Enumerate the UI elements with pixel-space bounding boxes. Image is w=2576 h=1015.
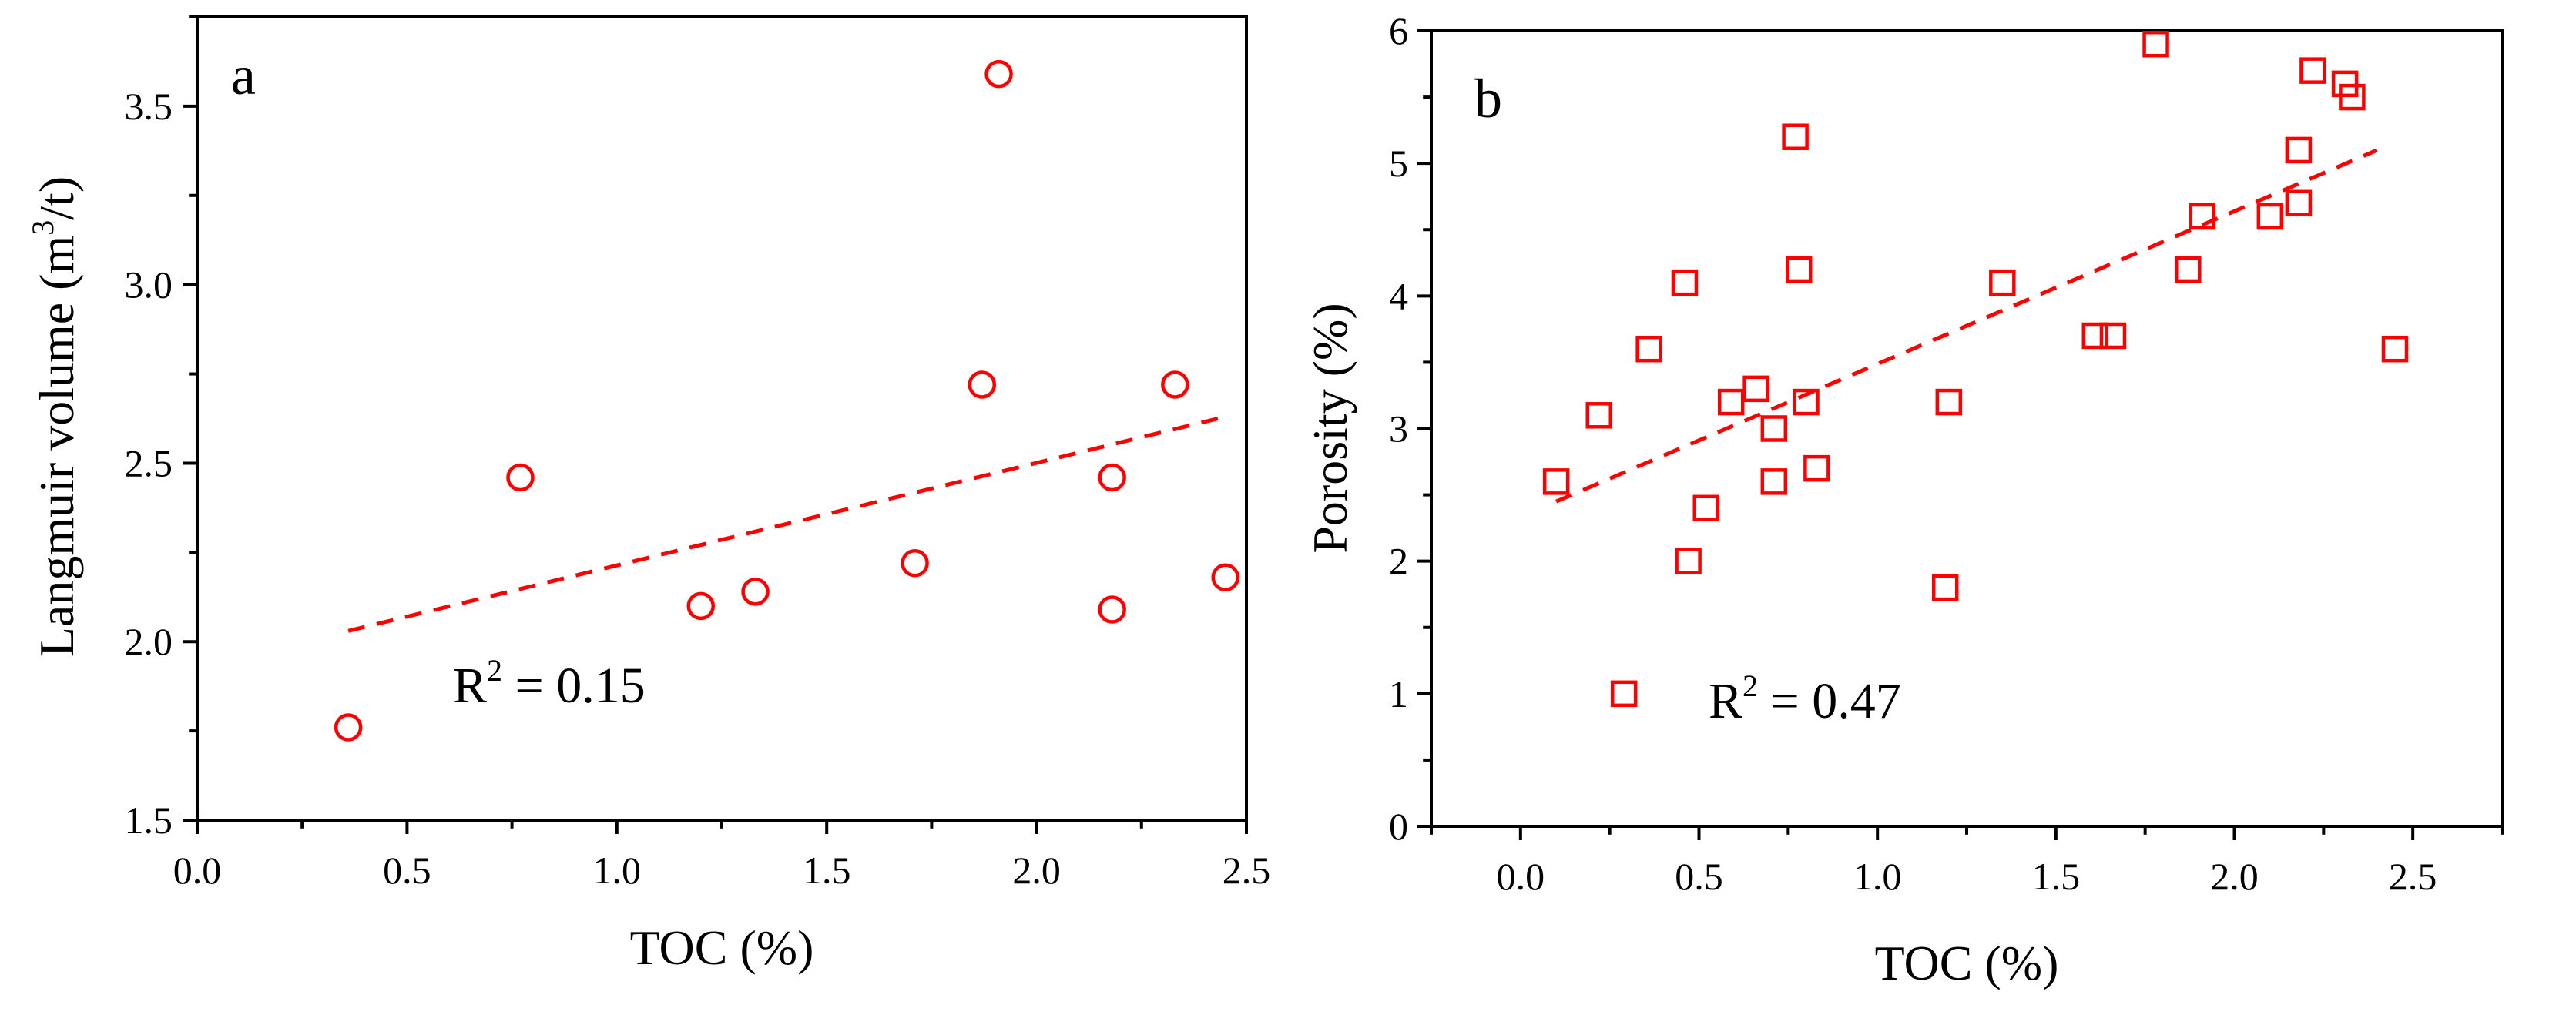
panel-b-r2-value: = 0.47 xyxy=(1758,673,1901,729)
panel-b-data-point xyxy=(1717,388,1745,416)
panel-b-y-tick-label: 5 xyxy=(1389,142,1408,185)
panel-a-x-axis-title: TOC (%) xyxy=(630,920,814,975)
panel-b-r2-annotation: R2 = 0.47 xyxy=(1709,668,1901,729)
panel-a-y-ticks: 1.5 2.0 2.5 3.0 3.5 xyxy=(125,15,197,842)
panel-a-data-point xyxy=(741,578,770,606)
panel-b-data-point xyxy=(2189,203,2216,230)
panel-b-data-point xyxy=(2099,322,2127,350)
panel-b-x-ticks: 0.0 0.5 1.0 1.5 2.0 2.5 xyxy=(1430,826,2504,898)
panel-a-y-axis-title: Langmuir volume (m3/t) xyxy=(25,176,84,657)
panel-b-y-tick-label: 1 xyxy=(1389,672,1408,715)
panel-b-fit-line xyxy=(1555,148,2378,504)
panel-b-y-axis-title: Porosity (%) xyxy=(1303,303,1357,553)
panel-a-y-tick-label: 1.5 xyxy=(125,799,173,842)
panel-b-data-point xyxy=(1671,269,1699,296)
panel-b-y-tick-label: 6 xyxy=(1389,9,1408,52)
panel-a-frame xyxy=(196,15,1248,822)
panel-b-data-point xyxy=(2081,322,2109,350)
panel-b-r2-sup: 2 xyxy=(1742,668,1758,703)
panel-b-data-point xyxy=(1782,123,1809,150)
panel-b-data-point xyxy=(1542,468,1570,495)
panel-b-data-point xyxy=(1989,269,2016,296)
panel-b-data-point xyxy=(1635,335,1662,363)
panel-a-x-tick-label: 0.0 xyxy=(173,849,222,892)
panel-a-x-ticks: 0.0 0.5 1.0 1.5 2.0 2.5 xyxy=(173,820,1271,892)
panel-b-data-point xyxy=(1931,574,1959,601)
panel-b-data-points xyxy=(1542,30,2409,601)
panel-b-x-tick-label: 2.0 xyxy=(2210,855,2259,898)
panel-a-data-point xyxy=(686,591,716,621)
panel-b-label: b xyxy=(1474,68,1502,129)
panel-b-data-point xyxy=(1692,494,1720,522)
panel-b-data-point xyxy=(2381,335,2409,363)
panel-b-data-point xyxy=(1803,454,1830,482)
panel-a-data-point xyxy=(901,548,929,578)
panel-a-x-tick-label: 1.0 xyxy=(593,849,642,892)
panel-a-x-tick-label: 0.5 xyxy=(383,849,431,892)
panel-b-data-point xyxy=(2175,256,2202,283)
panel-b-data-point xyxy=(2142,30,2169,58)
panel-a-data-point xyxy=(968,370,997,399)
panel-a-data-point xyxy=(1098,463,1126,492)
panel-b-x-tick-label: 1.0 xyxy=(1853,855,1902,898)
panel-a-y-tick-label: 3.0 xyxy=(125,263,173,307)
panel-b-y-ticks: 0 1 2 3 4 5 6 xyxy=(1389,9,1431,848)
panel-b-y-tick-label: 2 xyxy=(1389,540,1408,583)
panel-b-y-tick-label: 4 xyxy=(1389,274,1408,317)
panel-b-data-point xyxy=(2256,203,2284,230)
panel-b-data-point xyxy=(1760,415,1788,442)
panel-b-x-tick-label: 2.5 xyxy=(2389,855,2437,898)
panel-a-x-tick-label: 1.5 xyxy=(803,849,851,892)
panel-b-data-point xyxy=(1760,468,1788,495)
panel-a-data-point xyxy=(984,59,1013,89)
panel-a-fit-line xyxy=(347,414,1226,633)
panel-a-y-tick-label: 2.0 xyxy=(125,620,173,663)
panel-b-x-tick-label: 0.5 xyxy=(1675,855,1723,898)
panel-b-data-point xyxy=(1793,388,1820,416)
panel-a-data-point xyxy=(1098,595,1126,624)
panel-a-x-tick-label: 2.0 xyxy=(1012,849,1061,892)
panel-a-x-tick-label: 2.5 xyxy=(1223,849,1271,892)
panel-a-r2-annotation: R2 = 0.15 xyxy=(453,653,646,714)
panel-a-y-tick-label: 2.5 xyxy=(125,441,173,484)
panel-b-legend-marker xyxy=(1610,680,1638,708)
panel-b-y-tick-label: 3 xyxy=(1389,407,1408,451)
panel-b-data-point xyxy=(1785,256,1813,283)
panel-a-ylabel-sup: 3 xyxy=(25,220,60,236)
panel-b-r2-prefix: R xyxy=(1709,673,1742,729)
panel-b-data-point xyxy=(2285,189,2313,217)
panel-b-data-point xyxy=(1675,548,1702,574)
panel-a-data-point xyxy=(334,713,363,742)
panel-a-ylabel-main: Langmuir volume (m xyxy=(29,236,84,657)
panel-a-r2-value: = 0.15 xyxy=(502,658,646,714)
panel-a-r2-prefix: R xyxy=(453,658,487,714)
panel-a: 0.0 0.5 1.0 1.5 2.0 2.5 1.5 2.0 2.5 3.0 3.5 a R2 … xyxy=(25,15,1271,975)
panel-a-data-point xyxy=(506,463,535,492)
panel-b-data-point xyxy=(2285,136,2313,164)
panel-b-data-point xyxy=(2299,57,2326,84)
panel-b-data-point xyxy=(2339,83,2366,111)
panel-b-x-tick-label: 0.0 xyxy=(1497,855,1545,898)
panel-a-data-point xyxy=(1161,370,1189,399)
panel-b-y-tick-label: 0 xyxy=(1389,805,1408,848)
panel-a-ylabel-end: /t) xyxy=(29,176,84,220)
panel-b-data-point xyxy=(1585,402,1613,429)
panel-a-data-points xyxy=(334,59,1240,742)
panel-b-x-axis-title: TOC (%) xyxy=(1875,936,2059,990)
panel-a-data-point xyxy=(1211,563,1240,592)
panel-b-data-point xyxy=(1742,375,1769,403)
panel-b-data-point xyxy=(1935,388,1963,416)
panel-a-r2-sup: 2 xyxy=(487,653,502,688)
panel-b-x-tick-label: 1.5 xyxy=(2032,855,2081,898)
panel-a-label: a xyxy=(231,45,256,106)
panel-a-y-tick-label: 3.5 xyxy=(125,85,173,128)
